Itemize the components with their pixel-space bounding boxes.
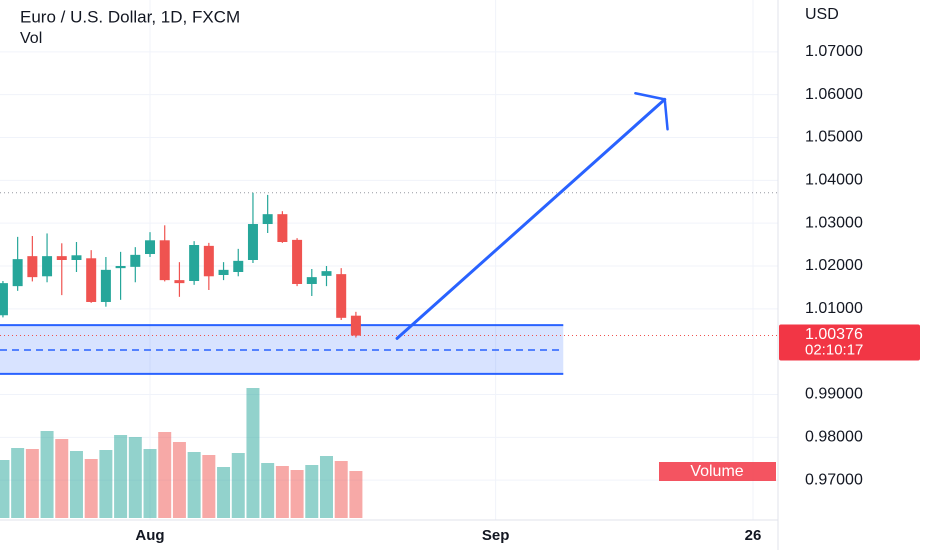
candle-body — [203, 245, 214, 277]
last-price-box — [779, 324, 920, 361]
candle-body — [71, 255, 82, 260]
candle-body — [130, 254, 141, 267]
volume-bar — [99, 450, 113, 518]
y-tick-label: 1.06000 — [805, 86, 863, 103]
candle-body — [292, 239, 303, 284]
volume-bar — [319, 456, 333, 518]
volume-bar — [158, 432, 172, 518]
trend-arrow — [395, 97, 667, 340]
volume-bar — [217, 467, 231, 518]
candle-body — [350, 315, 361, 336]
y-tick-label: 0.97000 — [805, 471, 863, 488]
x-tick-label: 26 — [745, 527, 762, 544]
candle-body — [218, 269, 229, 275]
volume-bar — [69, 451, 83, 518]
candle-body — [42, 256, 53, 277]
volume-bar — [172, 442, 186, 518]
candle-body — [0, 283, 8, 316]
x-tick-label: Aug — [135, 527, 164, 544]
volume-bar — [275, 466, 289, 518]
volume-bar — [187, 452, 201, 518]
volume-bar — [349, 471, 363, 518]
y-tick-label: 1.05000 — [805, 129, 863, 146]
y-tick-label: 0.99000 — [805, 386, 863, 403]
candle-body — [174, 280, 185, 284]
volume-bar — [305, 465, 319, 518]
volume-bar — [11, 448, 25, 518]
arrow-head — [634, 91, 667, 101]
volume-bar — [290, 470, 304, 518]
y-tick-label: 1.07000 — [805, 43, 863, 60]
volume-bar — [261, 463, 275, 518]
volume-bar — [246, 388, 260, 518]
y-tick-label: 1.01000 — [805, 300, 863, 317]
volume-bar — [114, 435, 128, 518]
candle-body — [247, 224, 258, 260]
y-tick-label: 1.03000 — [805, 214, 863, 231]
countdown-label: 02:10:17 — [805, 342, 863, 359]
candle-body — [189, 245, 200, 281]
y-axis-label: USD — [805, 6, 839, 23]
candle-body — [321, 271, 332, 276]
candle-body — [12, 259, 23, 287]
volume-bar — [143, 449, 157, 518]
volume-label-box — [659, 462, 776, 481]
candle-body — [336, 274, 347, 318]
candle-body — [27, 256, 38, 278]
volume-legend: Vol — [20, 30, 42, 47]
candle-body — [306, 277, 317, 284]
candle-body — [86, 258, 97, 302]
candle-body — [100, 269, 111, 302]
candle-body — [159, 240, 170, 281]
candle-body — [145, 240, 156, 255]
candle-body — [277, 214, 288, 243]
volume-bar — [40, 431, 54, 518]
volume-bar — [55, 439, 69, 518]
volume-bar — [128, 437, 142, 518]
y-tick-label: 1.04000 — [805, 172, 863, 189]
chart-title: Euro / U.S. Dollar, 1D, FXCM — [20, 7, 240, 26]
last-price-label: 1.00376 — [805, 326, 863, 343]
volume-label: Volume — [690, 463, 743, 480]
y-tick-label: 1.02000 — [805, 257, 863, 274]
volume-bar — [231, 453, 245, 518]
arrow-head — [663, 98, 669, 131]
volume-bar — [25, 449, 39, 518]
volume-bar — [0, 460, 10, 518]
candle-body — [262, 214, 273, 225]
candle-body — [56, 256, 67, 260]
volume-bar — [84, 459, 98, 518]
volume-bar — [202, 455, 216, 518]
candle-body — [233, 260, 244, 272]
x-tick-label: Sep — [482, 527, 510, 544]
volume-bar — [334, 461, 348, 518]
y-tick-label: 0.98000 — [805, 429, 863, 446]
candle-body — [115, 265, 126, 269]
